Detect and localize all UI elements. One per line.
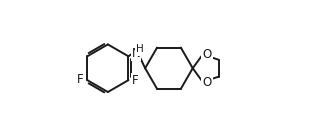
Text: F: F [132, 74, 139, 87]
Text: N: N [132, 47, 140, 60]
Text: O: O [203, 76, 212, 89]
Text: F: F [77, 73, 84, 86]
Text: H: H [136, 44, 144, 54]
Text: O: O [203, 48, 212, 61]
